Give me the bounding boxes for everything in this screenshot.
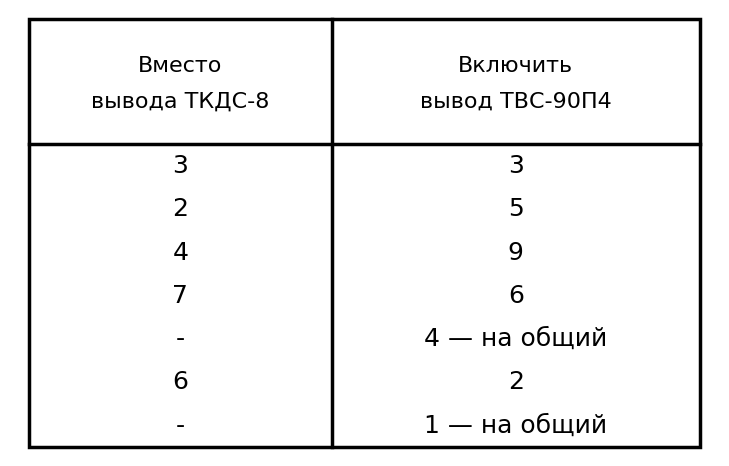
Text: вывода ТКДС-8: вывода ТКДС-8 (91, 91, 270, 111)
Text: 4: 4 (173, 240, 188, 265)
Text: 7: 7 (173, 284, 188, 308)
Polygon shape (29, 19, 700, 447)
Text: 4 — на общий: 4 — на общий (424, 327, 607, 351)
Text: 6: 6 (173, 370, 188, 394)
Text: Включить: Включить (459, 56, 573, 76)
Text: 2: 2 (173, 198, 188, 221)
Text: 2: 2 (508, 370, 523, 394)
Text: -: - (176, 327, 185, 351)
Text: вывод ТВС-90П4: вывод ТВС-90П4 (420, 91, 612, 111)
Text: 5: 5 (508, 198, 523, 221)
Text: 1 — на общий: 1 — на общий (424, 414, 607, 438)
Text: 6: 6 (508, 284, 523, 308)
Text: Вместо: Вместо (139, 56, 222, 76)
Text: -: - (176, 414, 185, 438)
Text: 3: 3 (173, 154, 188, 178)
Text: 9: 9 (508, 240, 523, 265)
Text: 3: 3 (508, 154, 523, 178)
